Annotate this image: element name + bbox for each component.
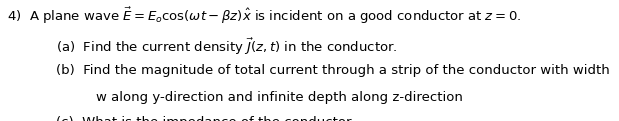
Text: (a)  Find the current density $\vec{J}(z, t)$ in the conductor.: (a) Find the current density $\vec{J}(z,… [56,36,397,57]
Text: (b)  Find the magnitude of total current through a strip of the conductor with w: (b) Find the magnitude of total current … [56,64,610,77]
Text: (c)  What is the impedance of the conductor: (c) What is the impedance of the conduct… [56,116,351,121]
Text: w along y-direction and infinite depth along z-direction: w along y-direction and infinite depth a… [96,91,463,104]
Text: 4)  A plane wave $\vec{E} = E_o\mathrm{cos}(\omega t - \beta z)\hat{x}$ is incid: 4) A plane wave $\vec{E} = E_o\mathrm{co… [7,6,522,26]
